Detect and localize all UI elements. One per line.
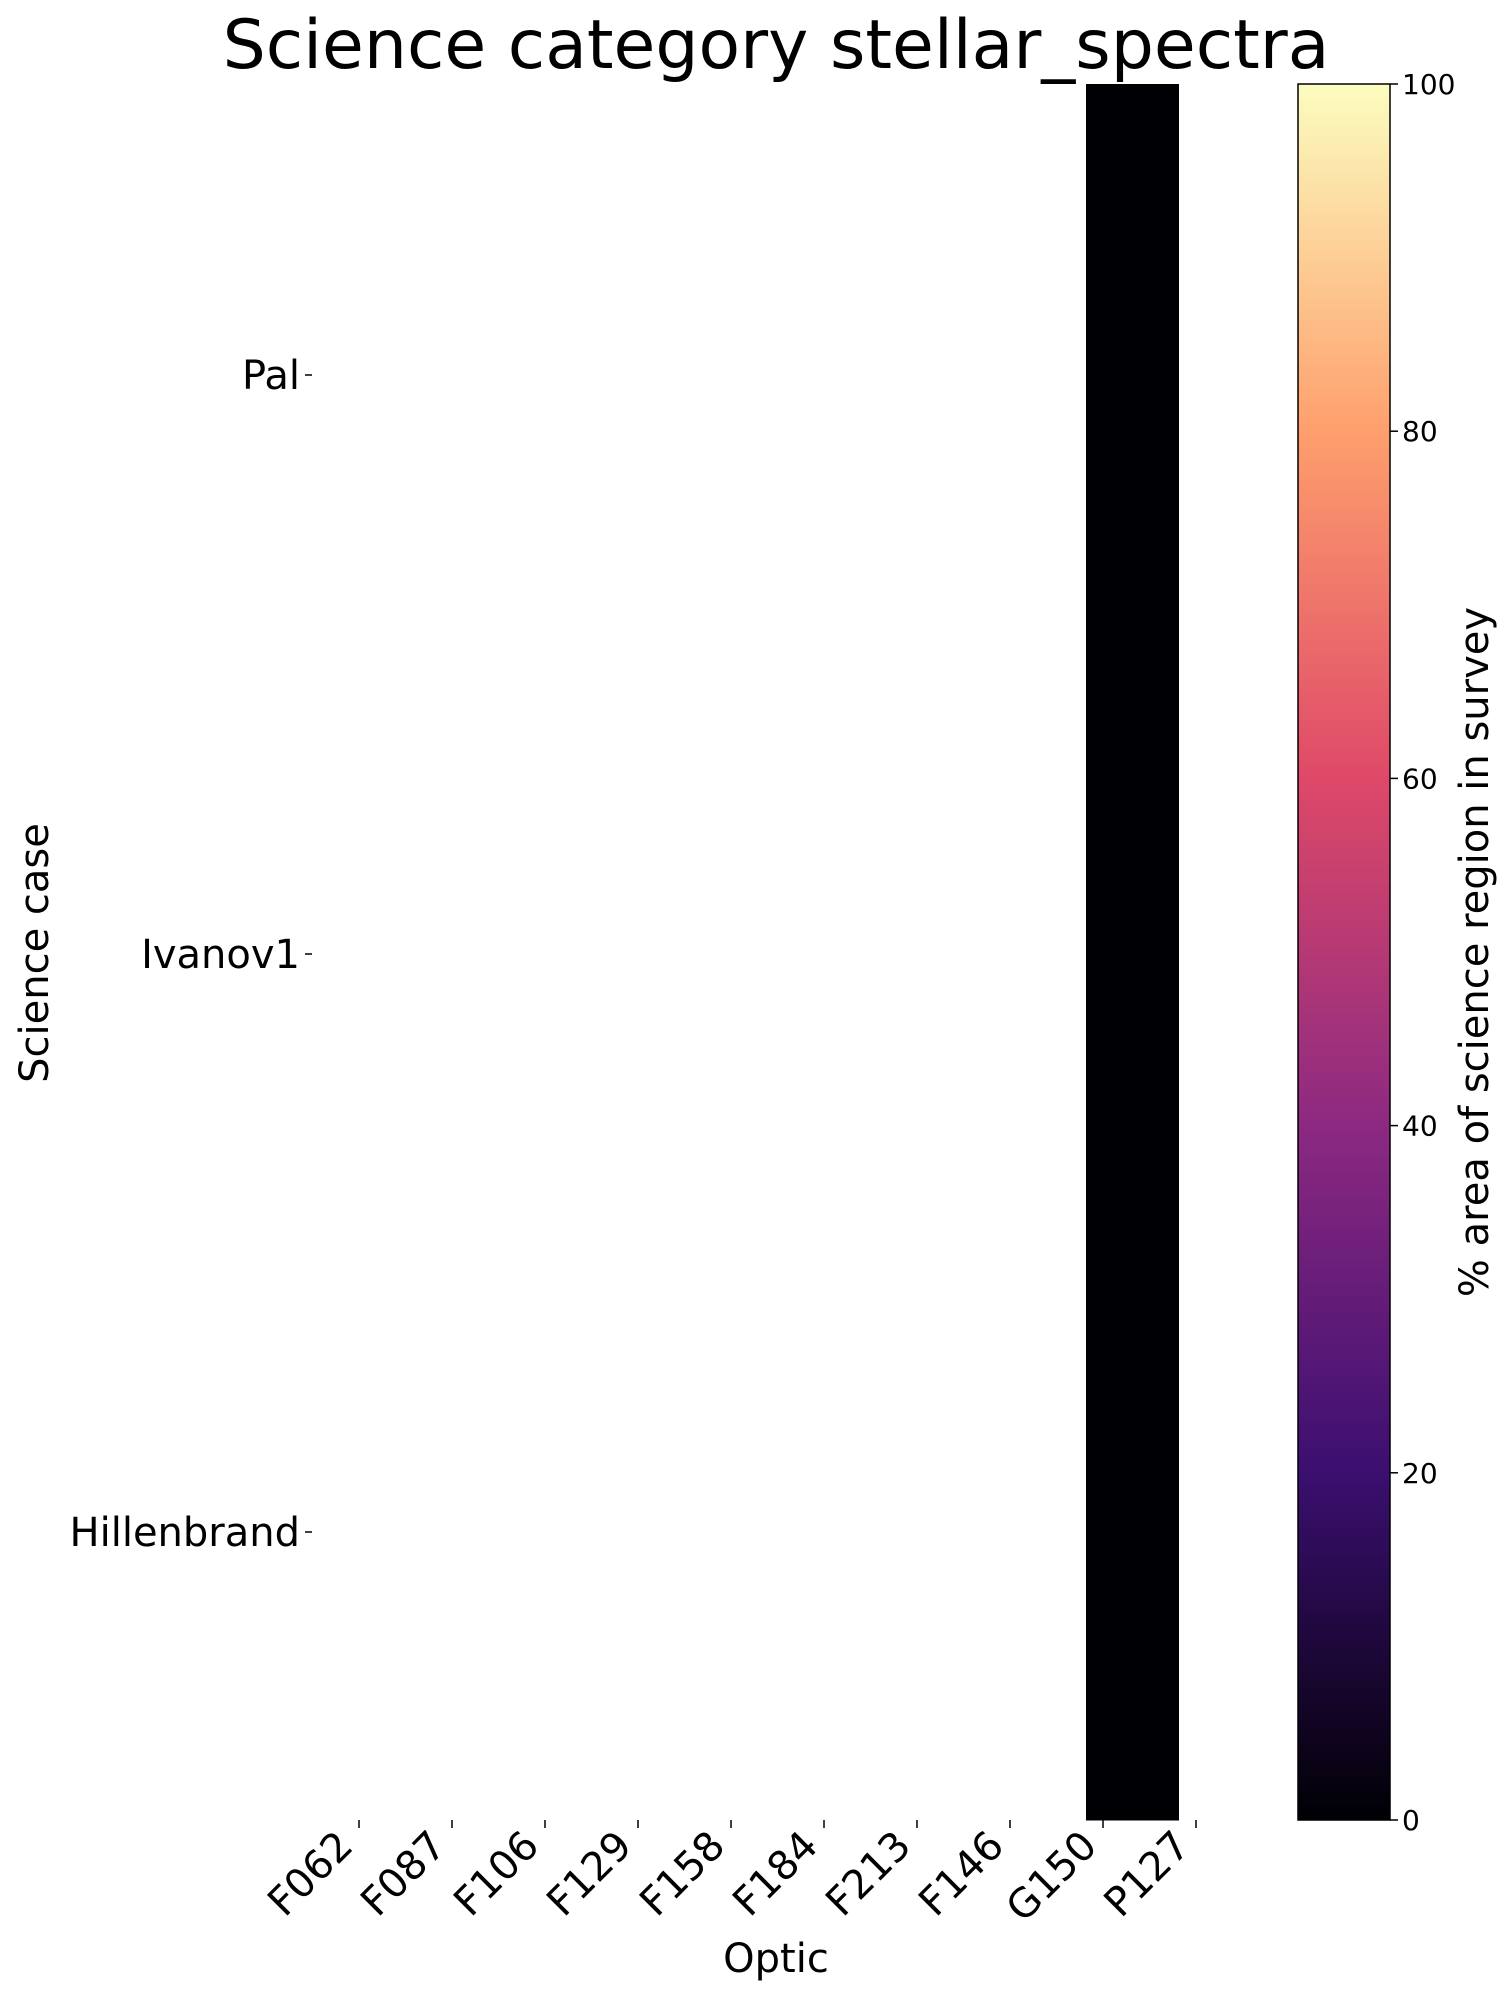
heatmap-cells — [1086, 84, 1179, 1821]
colorbar-tick-label: 60 — [1402, 762, 1438, 795]
heatmap-cell — [1086, 1241, 1179, 1821]
x-tick-label: F106 — [445, 1823, 548, 1926]
colorbar-tick-label: 40 — [1402, 1110, 1438, 1143]
colorbar-tick-label: 20 — [1402, 1457, 1438, 1490]
chart-title: Science category stellar_spectra — [223, 6, 1330, 85]
colorbar-ticks: 0 20 40 60 80 100 — [1390, 68, 1455, 1837]
y-tick-label: Pal — [242, 353, 300, 399]
heatmap-cell — [1086, 662, 1179, 1242]
x-tick-label: F129 — [538, 1823, 641, 1926]
heatmap-cell — [1086, 84, 1179, 664]
x-tick-label: F158 — [631, 1823, 734, 1926]
colorbar-label: % area of science region in survey — [1452, 607, 1498, 1297]
colorbar-tick-label: 0 — [1402, 1804, 1420, 1837]
x-tick-label: F087 — [352, 1823, 455, 1926]
x-tick-label: G150 — [998, 1823, 1106, 1931]
y-tick-label: Ivanov1 — [141, 932, 300, 978]
y-axis-label: Science case — [12, 823, 58, 1083]
x-axis-label: Optic — [723, 1936, 829, 1982]
x-tick-label: F184 — [724, 1823, 827, 1926]
colorbar: 0 20 40 60 80 100 % area of science region in… — [1297, 68, 1498, 1837]
x-tick-label: F213 — [817, 1823, 920, 1926]
y-axis-ticks: Pal Ivanov1 Hillenbrand — [70, 353, 312, 1556]
x-tick-label: F146 — [910, 1823, 1013, 1926]
colorbar-gradient — [1297, 83, 1391, 1821]
colorbar-tick-label: 80 — [1402, 415, 1438, 448]
y-tick-label: Hillenbrand — [70, 1510, 300, 1556]
colorbar-tick-label: 100 — [1402, 68, 1455, 101]
x-tick-label: P127 — [1096, 1823, 1200, 1927]
x-tick-label: F062 — [259, 1823, 362, 1926]
